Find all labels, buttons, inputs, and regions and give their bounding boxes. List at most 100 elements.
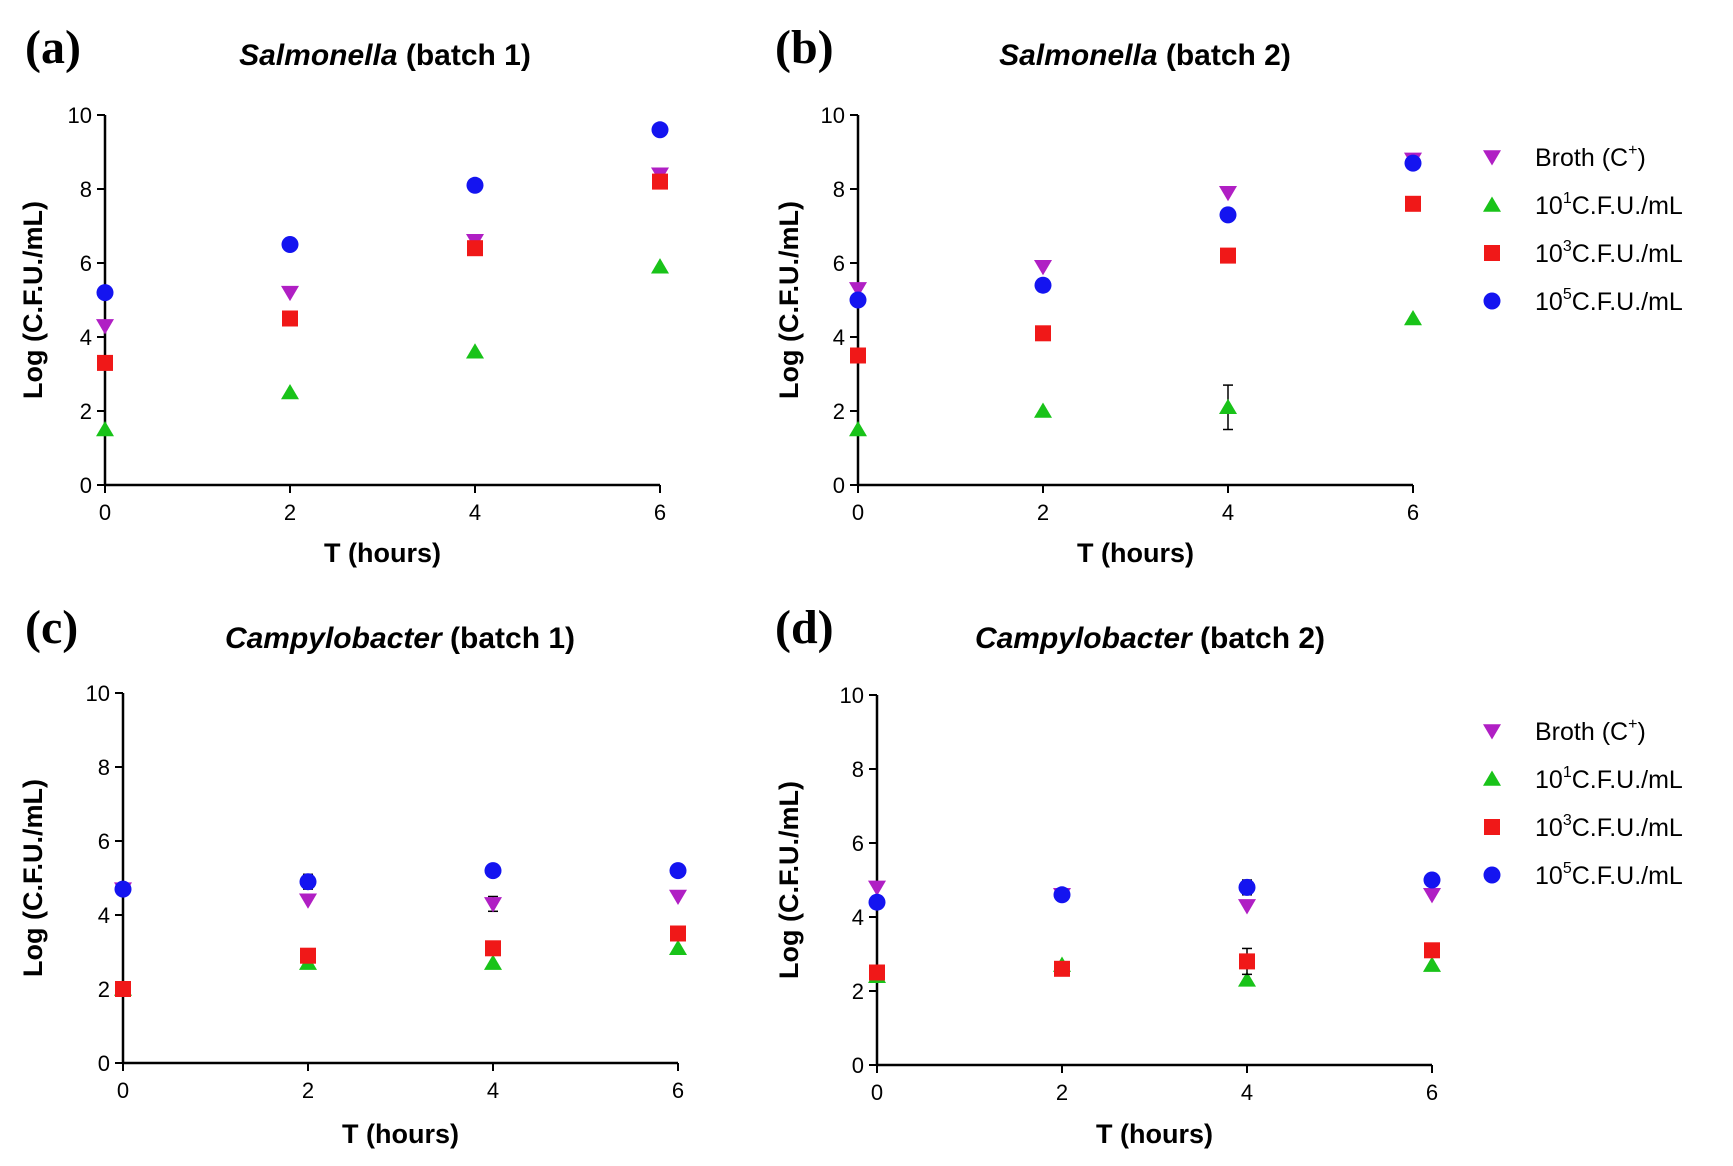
- chart-title-rest: (batch 1): [398, 39, 531, 72]
- data-point: [651, 258, 669, 274]
- x-tick-label: 4: [469, 500, 481, 525]
- data-point: [484, 954, 502, 970]
- triangle-down-icon: [1483, 724, 1501, 740]
- chart-title-italic: Salmonella: [239, 39, 397, 72]
- x-tick-label: 6: [654, 500, 666, 525]
- chart-panel-c: (c) Campylobacter (batch 1) 0 2 4 6 8 10 0 2 4 6 T (…: [18, 601, 687, 1149]
- y-tick-label: 0: [852, 1053, 864, 1078]
- series-broth: [868, 880, 1441, 915]
- y-tick-label: 10: [840, 683, 864, 708]
- x-tick-label: 6: [1426, 1080, 1438, 1105]
- data-point: [652, 173, 668, 190]
- square-icon: [1484, 819, 1500, 835]
- x-tick-label: 2: [1037, 500, 1049, 525]
- legend-label: 101C.F.U./mL: [1535, 764, 1683, 794]
- y-tick-label: 8: [80, 177, 92, 202]
- data-point: [485, 940, 501, 957]
- data-point: [669, 862, 687, 880]
- legend-label-prefix: Broth (C: [1535, 144, 1628, 172]
- y-axis-label: Log (C.F.U./mL): [18, 779, 48, 977]
- y-tick-label: 0: [80, 473, 92, 498]
- data-point: [1404, 309, 1422, 326]
- panel-label: (a): [25, 21, 81, 74]
- data-point: [1220, 247, 1236, 264]
- legend-label-suffix: C.F.U./mL: [1572, 862, 1683, 890]
- data-point: [97, 354, 113, 371]
- y-tick-label: 6: [852, 831, 864, 856]
- series-c101: [96, 258, 669, 437]
- data-point: [849, 420, 867, 437]
- triangle-up-icon: [1483, 770, 1501, 786]
- y-tick-label: 4: [80, 325, 92, 350]
- x-tick-label: 0: [852, 500, 864, 525]
- data-point: [1239, 953, 1255, 970]
- series-c103: [869, 942, 1440, 981]
- circle-icon: [1483, 292, 1501, 310]
- data-point: [114, 880, 132, 898]
- data-point: [1219, 206, 1237, 224]
- y-tick-label: 8: [833, 177, 845, 202]
- legend-label: 103C.F.U./mL: [1535, 812, 1683, 842]
- legend-label-prefix: 10: [1535, 192, 1563, 220]
- y-tick-label: 4: [852, 905, 864, 930]
- circle-icon: [1483, 866, 1501, 884]
- y-tick-label: 10: [68, 103, 92, 128]
- x-tick-label: 4: [1241, 1080, 1253, 1105]
- data-point: [299, 893, 317, 909]
- data-point: [299, 873, 317, 891]
- y-tick-label: 6: [80, 251, 92, 276]
- data-point: [96, 284, 114, 302]
- y-tick-label: 2: [80, 399, 92, 424]
- series-broth: [96, 167, 669, 335]
- panel-label: (d): [775, 601, 834, 654]
- data-point: [1423, 888, 1441, 904]
- y-tick-label: 0: [833, 473, 845, 498]
- chart-title-rest: (batch 2): [1158, 39, 1291, 72]
- data-point: [850, 347, 866, 364]
- x-axis-label: T (hours): [1077, 538, 1194, 568]
- x-tick-label: 2: [1056, 1080, 1068, 1105]
- data-point: [1219, 185, 1237, 202]
- y-axis-label: Log (C.F.U./mL): [18, 201, 48, 399]
- legend-label-suffix: C.F.U./mL: [1572, 814, 1683, 842]
- legend-label-prefix: 10: [1535, 288, 1563, 316]
- legend-label: 105C.F.U./mL: [1535, 286, 1683, 316]
- data-point: [1053, 886, 1071, 904]
- y-tick-label: 4: [98, 903, 110, 928]
- y-tick-label: 4: [833, 325, 845, 350]
- y-tick-label: 2: [852, 979, 864, 1004]
- y-tick-label: 6: [98, 829, 110, 854]
- chart-title-italic: Campylobacter: [225, 622, 444, 655]
- data-point: [1404, 154, 1422, 172]
- legend-label-superscript: 1: [1563, 764, 1572, 781]
- data-point: [467, 240, 483, 257]
- data-point: [868, 893, 886, 911]
- x-tick-label: 0: [117, 1078, 129, 1103]
- chart-panel-d: (d) Campylobacter (batch 2) 0 2 4 6 8 10 0 2 4 6 T (…: [774, 601, 1683, 1149]
- x-tick-label: 6: [1407, 500, 1419, 525]
- data-point: [1034, 276, 1052, 294]
- legend-label-superscript: 3: [1563, 238, 1572, 255]
- data-point: [1423, 871, 1441, 889]
- data-point: [868, 880, 886, 896]
- legend-label-prefix: Broth (C: [1535, 718, 1628, 746]
- data-point: [670, 925, 686, 942]
- triangle-down-icon: [1483, 150, 1501, 166]
- x-tick-label: 0: [99, 500, 111, 525]
- legend-label-suffix: C.F.U./mL: [1572, 288, 1683, 316]
- data-point: [115, 981, 131, 997]
- chart-title: Campylobacter (batch 1): [225, 622, 575, 655]
- legend-label-prefix: 10: [1535, 814, 1563, 842]
- legend-label: Broth (C+): [1535, 716, 1646, 746]
- chart-title-italic: Salmonella: [999, 39, 1157, 72]
- legend-label-prefix: 10: [1535, 240, 1563, 268]
- data-point: [1035, 325, 1051, 342]
- data-point: [96, 420, 114, 437]
- legend-label-suffix: C.F.U./mL: [1572, 766, 1683, 794]
- series-c105: [114, 862, 687, 898]
- data-point: [300, 947, 316, 964]
- series-c105: [868, 871, 1441, 911]
- chart-panel-b: (b) Salmonella (batch 2) 0 2 4 6 8 10 0 2 4 6 T (hou…: [774, 21, 1683, 568]
- chart-title: Campylobacter (batch 2): [975, 622, 1325, 655]
